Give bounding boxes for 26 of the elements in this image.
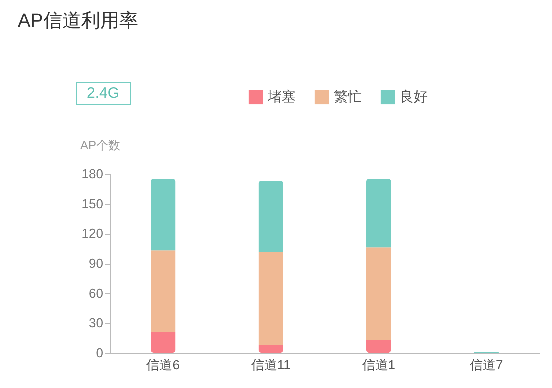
bar [366, 248, 392, 340]
bar [366, 340, 392, 353]
text: 2.4G [76, 82, 131, 105]
y-tick-label: 150 [82, 196, 104, 212]
bar [258, 180, 284, 253]
x-tick-label: 信道7 [470, 358, 504, 372]
bar [258, 345, 284, 353]
y-axis-title: AP个数 [80, 138, 121, 152]
bar [150, 250, 176, 332]
y-tick-label: 180 [82, 166, 104, 182]
y-tick-label: 30 [89, 316, 104, 331]
legend-label: 堵塞 [267, 88, 296, 104]
y-tick-label: 120 [82, 226, 104, 242]
y-tick-label: 90 [89, 256, 104, 271]
legend-label: 繁忙 [334, 88, 362, 104]
y-tick-label: 0 [96, 346, 104, 360]
legend-label: 良好 [400, 88, 428, 104]
bar [258, 252, 284, 346]
bar [366, 178, 392, 248]
x-tick-label: 信道6 [146, 358, 180, 372]
bar [150, 332, 176, 353]
x-tick-label: 信道1 [362, 358, 396, 372]
chart-title: AP信道利用率 [18, 10, 138, 34]
bar [150, 178, 176, 251]
x-tick-label: 信道11 [251, 358, 291, 372]
y-tick-label: 60 [89, 286, 104, 301]
